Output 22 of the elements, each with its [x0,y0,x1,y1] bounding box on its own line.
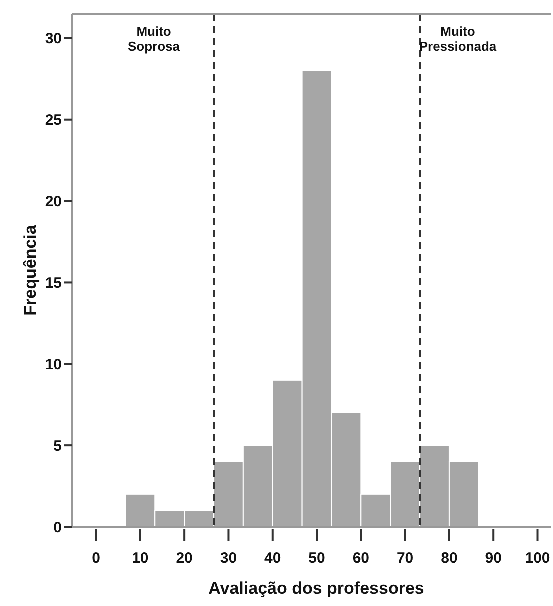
x-axis-title: Avaliação dos professores [208,579,424,598]
x-tick-label: 50 [308,550,326,567]
annotation: Muito Pressionada [419,24,498,54]
annotation: Muito Soprosa [128,24,181,54]
y-tick-label: 30 [45,30,62,48]
x-tick-label: 70 [396,550,414,567]
x-tick-label: 20 [176,550,193,567]
x-tick-label: 30 [220,550,238,567]
x-tick-label: 90 [485,550,502,567]
x-tick-label: 0 [92,550,100,567]
x-tick-label: 100 [525,550,550,567]
x-tick-label: 10 [132,550,149,567]
y-axis-title: Frequência [21,224,40,316]
x-tick-label: 40 [264,550,282,567]
y-tick-label: 10 [45,356,62,374]
y-tick-label: 25 [45,112,62,130]
y-tick-label: 0 [54,519,62,536]
y-tick-label: 20 [45,194,62,211]
y-tick-label: 5 [54,438,62,455]
y-tick-label: 15 [45,274,62,292]
x-tick-label: 60 [352,550,370,567]
x-tick-label: 80 [441,550,458,567]
